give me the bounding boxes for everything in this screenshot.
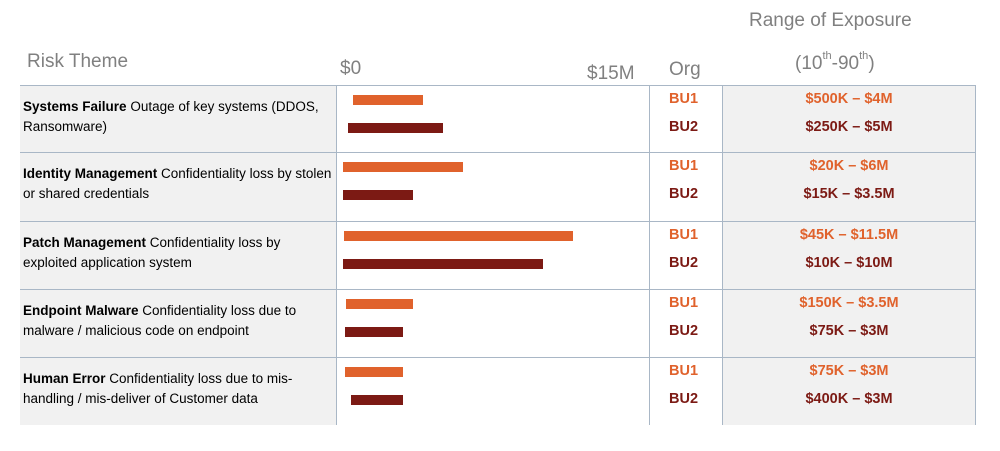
range-header-title: Range of Exposure <box>749 10 912 31</box>
exposure-range-label: $150K – $3.5M <box>799 295 899 311</box>
risk-theme-title: Endpoint Malware <box>23 303 139 318</box>
risk-theme-description: Confidentiality loss due to malware / ma… <box>23 303 297 338</box>
org-label: BU1 <box>669 227 699 243</box>
row-divider <box>20 221 975 222</box>
axis-min-label: $0 <box>340 58 362 79</box>
column-divider <box>336 85 337 425</box>
exposure-range-label: $20K – $6M <box>809 158 889 174</box>
risk-theme-description: Confidentiality loss by stolen or shared… <box>23 166 332 201</box>
column-divider <box>722 85 723 425</box>
row-label-background <box>20 152 336 221</box>
exposure-bar-bu2 <box>343 190 413 200</box>
row-range-background <box>723 85 975 152</box>
exposure-range-label: $75K – $3M <box>809 363 889 379</box>
exposure-bar-bu2 <box>351 395 403 405</box>
org-label: BU2 <box>669 255 699 271</box>
risk-theme-cell: Systems Failure Outage of key systems (D… <box>23 97 333 137</box>
org-label: BU1 <box>669 158 699 174</box>
org-label: BU1 <box>669 363 699 379</box>
exposure-bar-bu1 <box>343 162 463 172</box>
exposure-bar-bu2 <box>348 123 443 133</box>
exposure-bar-bu1 <box>343 231 573 241</box>
table-right-edge <box>975 85 976 425</box>
row-range-background <box>723 152 975 221</box>
risk-theme-title: Identity Management <box>23 166 158 181</box>
exposure-bar-bu1 <box>346 299 413 309</box>
axis-max-label: $15M <box>587 63 635 84</box>
risk-theme-cell: Endpoint Malware Confidentiality loss du… <box>23 301 333 341</box>
exposure-range-label: $250K – $5M <box>805 119 893 135</box>
row-label-background <box>20 357 336 425</box>
row-divider <box>20 289 975 290</box>
row-divider <box>20 85 975 86</box>
risk-theme-description: Confidentiality loss by exploited applic… <box>23 235 281 270</box>
exposure-range-label: $45K – $11.5M <box>799 227 899 243</box>
org-label: BU2 <box>669 323 699 339</box>
org-label: BU2 <box>669 186 699 202</box>
row-label-background <box>20 221 336 289</box>
risk-theme-description: Outage of key systems (DDOS, Ransomware) <box>23 99 319 134</box>
risk-theme-title: Human Error <box>23 371 106 386</box>
exposure-bar-bu1 <box>353 95 423 105</box>
row-range-background <box>723 221 975 289</box>
row-divider <box>20 152 975 153</box>
org-label: BU1 <box>669 91 699 107</box>
exposure-range-label: $15K – $3.5M <box>803 186 895 202</box>
risk-theme-title: Patch Management <box>23 235 147 250</box>
exposure-bar-bu1 <box>344 367 403 377</box>
exposure-range-label: $10K – $10M <box>805 255 893 271</box>
risk-theme-cell: Human Error Confidentiality loss due to … <box>23 369 333 409</box>
risk-theme-description: Confidentiality loss due to mis-handling… <box>23 371 293 406</box>
row-divider <box>20 357 975 358</box>
org-label: BU2 <box>669 119 699 135</box>
exposure-range-label: $400K – $3M <box>805 391 893 407</box>
row-range-background <box>723 357 975 425</box>
range-header-percentiles: (10th-90th) <box>795 50 875 74</box>
risk-theme-title: Systems Failure <box>23 99 127 114</box>
risk-theme-cell: Patch Management Confidentiality loss by… <box>23 233 333 273</box>
exposure-range-label: $500K – $4M <box>805 91 893 107</box>
org-label: BU2 <box>669 391 699 407</box>
risk-theme-header: Risk Theme <box>27 51 129 72</box>
risk-theme-cell: Identity Management Confidentiality loss… <box>23 164 333 204</box>
exposure-bar-bu2 <box>344 327 403 337</box>
row-label-background <box>20 289 336 357</box>
exposure-range-label: $75K – $3M <box>809 323 889 339</box>
row-range-background <box>723 289 975 357</box>
row-label-background <box>20 85 336 152</box>
exposure-bar-bu2 <box>343 259 543 269</box>
column-divider <box>649 85 650 425</box>
org-label: BU1 <box>669 295 699 311</box>
org-header: Org <box>669 59 701 80</box>
